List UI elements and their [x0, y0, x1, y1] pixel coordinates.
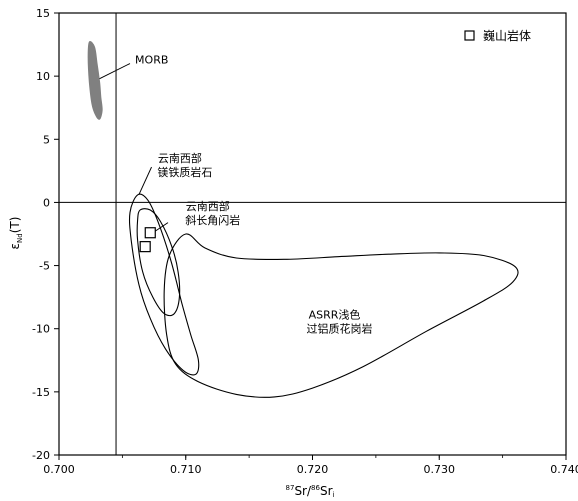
- x-label-base1: Sr/: [294, 484, 312, 498]
- x-label-sup1: 87: [286, 484, 295, 492]
- label-tonalite-1: 云南西部: [186, 199, 230, 213]
- legend-label: 巍山岩体: [483, 28, 531, 43]
- field-mafic: [128, 193, 200, 376]
- field-tonalite: [136, 208, 181, 317]
- x-tick-label: 0.710: [170, 463, 202, 476]
- x-tick-label: 0.720: [297, 463, 329, 476]
- x-tick-label: 0.700: [43, 463, 75, 476]
- label-asrr-2: 过铝质花岗岩: [307, 322, 373, 336]
- label-mafic-1: 云南西部: [158, 151, 202, 165]
- y-label-sub: Nd: [16, 233, 24, 243]
- label-tonalite-2: 斜长角闪岩: [185, 213, 240, 227]
- y-axis-label: εNd(T): [8, 217, 24, 250]
- data-point-2: [139, 241, 151, 253]
- y-tick-label: -5: [39, 260, 50, 273]
- label-mafic-2: 镁铁质岩石: [157, 165, 212, 179]
- x-tick-label: 0.740: [550, 463, 578, 476]
- y-tick-label: 5: [43, 133, 50, 146]
- legend-marker: [464, 30, 475, 41]
- plot-area-frame: [58, 12, 567, 456]
- field-asrr: [163, 233, 519, 398]
- x-tick-label: 0.730: [424, 463, 456, 476]
- label-morb-1: MORB: [135, 54, 168, 67]
- y-tick-label: -20: [32, 449, 50, 462]
- y-tick-label: 15: [36, 7, 50, 20]
- leader-morb: [99, 63, 131, 80]
- data-point-1: [144, 227, 156, 239]
- y-label-tail: (T): [8, 217, 22, 234]
- x-label-sub: i: [333, 491, 335, 499]
- y-tick-label: 0: [43, 196, 50, 209]
- label-asrr-1: ASRR浅色: [309, 308, 361, 322]
- y-tick-label: 10: [36, 70, 50, 83]
- leader-mafic: [138, 166, 152, 196]
- field-morb: [87, 41, 103, 120]
- y-tick-label: -15: [32, 386, 50, 399]
- y-label-base: ε: [8, 243, 22, 250]
- x-label-sup2: 86: [311, 484, 320, 492]
- x-label-base2: Sr: [320, 484, 333, 498]
- x-axis-label: 87Sr/86Sri: [286, 484, 335, 499]
- y-tick-label: -10: [32, 323, 50, 336]
